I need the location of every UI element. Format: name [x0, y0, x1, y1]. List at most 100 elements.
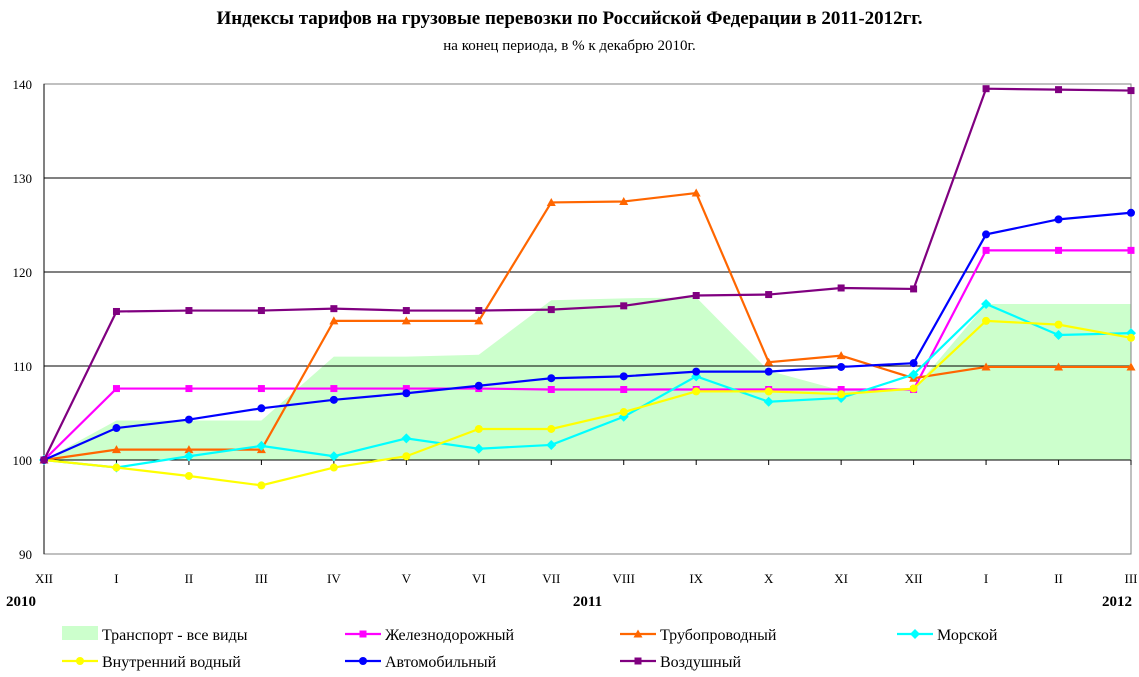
data-point-pipeline: [981, 362, 991, 371]
year-label-2010: 2010: [6, 594, 36, 610]
data-point-road: [257, 404, 266, 413]
data-point-railway: [982, 246, 990, 254]
data-point-pipeline: [691, 188, 701, 197]
x-tick-label-4: IV: [327, 571, 341, 586]
series-line-sea: [43, 302, 1132, 469]
legend-marker-railway: [359, 630, 367, 638]
legend-label-pipeline: Трубопроводный: [660, 627, 777, 644]
data-point-pipeline: [184, 445, 194, 454]
chart-title: Индексы тарифов на грузовые перевозки по…: [216, 8, 923, 29]
data-point-sea: [401, 433, 412, 444]
data-point-railway: [112, 385, 120, 393]
data-point-pipeline: [836, 351, 846, 360]
data-point-pipeline: [329, 316, 339, 325]
data-point-railway: [547, 386, 555, 393]
data-point-railway: [1127, 246, 1135, 254]
data-point-inland-water: [329, 463, 338, 472]
data-point-air: [475, 307, 483, 315]
data-point-air: [40, 456, 48, 464]
series-line-road: [43, 211, 1132, 462]
data-point-air: [1055, 86, 1063, 94]
x-tick-label-3: III: [255, 571, 268, 586]
x-tick-label-0: XII: [35, 571, 53, 586]
data-point-pipeline: [401, 316, 411, 325]
y-tick-label-90: 90: [19, 547, 32, 562]
x-tick-label-10: X: [764, 571, 774, 586]
data-point-air: [837, 284, 845, 292]
x-tick-label-15: III: [1125, 571, 1138, 586]
x-tick-label-5: V: [402, 571, 412, 586]
data-point-inland-water: [402, 452, 411, 461]
data-point-inland-water: [837, 390, 846, 399]
data-point-sea: [473, 443, 484, 454]
data-point-road: [1127, 208, 1135, 217]
data-point-road: [837, 362, 846, 371]
legend-label-sea: Морской: [937, 627, 998, 644]
data-point-pipeline: [111, 445, 121, 454]
legend-label-air: Воздушный: [660, 654, 741, 671]
legend-marker-pipeline: [633, 629, 643, 638]
data-point-sea: [256, 440, 267, 451]
data-point-sea: [328, 451, 339, 462]
data-point-road: [982, 230, 991, 239]
series-line-pipeline: [43, 191, 1131, 462]
data-point-railway: [185, 385, 193, 393]
data-point-sea: [763, 396, 774, 407]
series-line-air: [43, 87, 1132, 461]
data-point-inland-water: [1054, 320, 1063, 329]
data-point-road: [329, 395, 338, 404]
data-point-air: [402, 307, 410, 315]
chart-subtitle: на конец периода, в % к декабрю 2010г.: [443, 38, 696, 54]
data-point-sea: [546, 439, 557, 450]
legend-marker-air: [634, 657, 642, 665]
data-point-inland-water: [474, 424, 483, 433]
data-point-railway: [257, 385, 265, 393]
legend-label-area: Транспорт - все виды: [102, 627, 248, 644]
year-label-2011: 2011: [573, 594, 602, 610]
data-point-air: [1127, 87, 1135, 95]
data-point-air: [185, 307, 193, 315]
data-point-air: [620, 302, 628, 310]
data-point-pipeline: [619, 197, 629, 205]
data-point-inland-water: [982, 316, 991, 325]
data-point-railway: [402, 385, 410, 393]
data-point-railway: [330, 385, 338, 393]
data-point-sea: [1053, 329, 1064, 340]
data-point-air: [982, 85, 990, 93]
y-tick-label-140: 140: [13, 77, 33, 92]
legend-swatch-area: [62, 626, 98, 640]
x-tick-label-1: I: [114, 571, 118, 586]
x-tick-label-14: II: [1054, 571, 1063, 586]
legend-marker-inland-water: [76, 657, 84, 665]
data-point-road: [1054, 215, 1063, 224]
data-point-air: [547, 306, 555, 314]
x-tick-label-7: VII: [542, 571, 560, 586]
data-point-road: [474, 381, 483, 390]
data-point-sea: [183, 451, 194, 462]
data-point-air: [692, 292, 700, 299]
y-tick-label-130: 130: [13, 171, 33, 186]
data-point-road: [764, 367, 773, 376]
data-point-inland-water: [764, 387, 773, 396]
year-label-2012: 2012: [1102, 594, 1132, 610]
data-point-inland-water: [257, 481, 266, 490]
data-point-road: [909, 359, 918, 368]
y-tick-label-120: 120: [13, 265, 33, 280]
x-tick-label-2: II: [185, 571, 194, 586]
data-point-sea: [981, 298, 992, 309]
data-point-railway: [620, 386, 628, 393]
legend-label-inland-water: Внутренний водный: [102, 654, 241, 671]
y-tick-label-110: 110: [13, 359, 32, 374]
data-point-air: [112, 307, 120, 315]
data-point-inland-water: [619, 408, 628, 417]
data-point-inland-water: [1127, 333, 1135, 342]
x-tick-label-13: I: [984, 571, 988, 586]
data-point-road: [692, 367, 701, 376]
data-point-air: [330, 305, 338, 313]
data-point-railway: [1055, 246, 1063, 254]
data-point-railway: [837, 386, 845, 393]
x-tick-label-8: VIII: [613, 571, 635, 586]
data-point-inland-water: [909, 384, 918, 393]
data-point-inland-water: [547, 424, 556, 433]
